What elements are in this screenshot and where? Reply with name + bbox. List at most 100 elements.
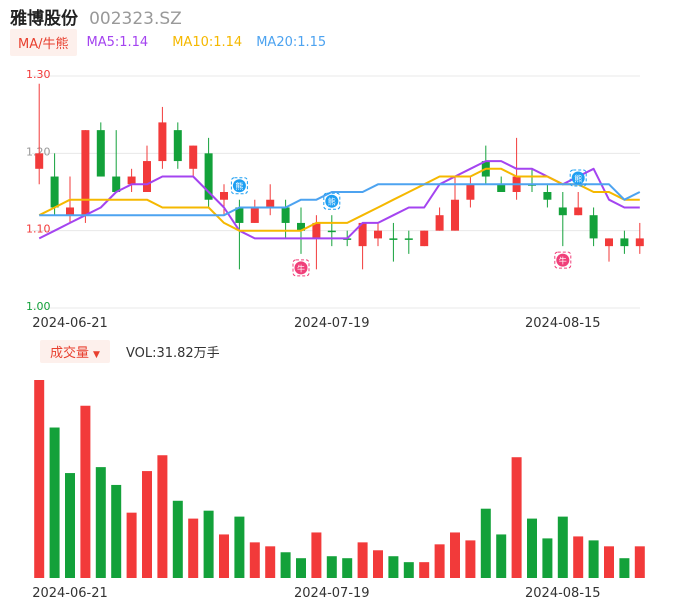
bull-signal-frame [292,259,310,277]
candle-body [620,238,629,247]
volume-bar [619,558,630,578]
y-tick-label: 1.30 [26,68,51,81]
volume-bar [465,540,476,578]
volume-bar [234,516,245,578]
candle-body [189,145,198,169]
volume-bar [80,405,91,578]
volume-bar [265,546,276,578]
x-tick-label: 2024-08-15 [525,316,601,331]
candle-body [358,222,367,247]
candle-body [235,207,244,223]
volume-bar [496,534,507,578]
volume-bar [450,532,460,578]
volume-legend: 成交量 ▼ VOL:31.82万手 [40,339,220,363]
volume-x-tick-label: 2024-08-15 [525,586,601,601]
candle-body [435,215,444,231]
volume-bar [511,457,522,578]
candle-body [112,176,121,192]
candle-body [420,230,429,247]
volume-bar [219,534,229,578]
ma-toggle-button[interactable]: MA/牛熊 [10,28,77,56]
candle-body [281,207,290,223]
volume-x-tick-label: 2024-06-21 [32,586,108,601]
x-tick-label: 2024-07-19 [294,316,370,331]
bear-signal-frame [323,192,341,210]
ma-line-ma10 [38,167,640,232]
candle-body [220,192,228,200]
volume-bar [142,471,152,578]
candle-body [374,230,382,239]
bear-signal-frame [230,177,248,195]
volume-bar [280,552,291,578]
volume-bar [34,380,45,578]
candle-body [250,207,259,223]
volume-bar [249,542,260,578]
volume-bar [342,558,353,578]
ma5-label: MA5:1.14 [86,34,149,50]
candle-body [204,153,213,200]
signal-label: 熊 [235,181,243,191]
caret-down-icon: ▼ [93,349,100,360]
candle-body [96,130,105,177]
volume-bar [419,562,430,578]
candle-body [158,122,167,162]
volume-toggle-button[interactable]: 成交量 ▼ [40,339,110,363]
candle-body [574,207,583,216]
signal-label: 熊 [328,197,336,207]
candle-body [35,153,44,169]
candle-body [143,161,151,192]
candle-body [404,238,413,240]
volume-bar [326,556,337,578]
volume-bar [157,455,168,578]
bear-signal-frame [569,169,587,187]
candle-body [389,238,398,240]
candle-body [327,230,336,233]
volume-bar [311,532,322,578]
volume-bar [203,510,214,578]
y-tick-label: 1.10 [26,223,51,236]
volume-bar [573,536,584,578]
candle-body [635,238,644,247]
candle-body [605,238,613,247]
y-tick-label: 1.20 [26,145,51,158]
ma-line-ma5 [38,160,640,240]
volume-bar [403,562,414,578]
signal-label: 熊 [574,174,582,184]
ma-legend: MA/牛熊 MA5:1.14 MA10:1.14 MA20:1.15 [10,28,327,56]
y-tick-label: 1.00 [26,300,51,313]
candle-body [66,207,74,216]
bull-signal-frame [554,251,572,269]
candle-body [173,130,182,162]
ma-line-ma20 [39,183,641,217]
candle-body [50,176,59,208]
stock-header: 雅博股份 002323.SZ [10,4,182,29]
volume-x-tick-label: 2024-07-19 [294,586,370,601]
volume-bar [357,542,368,578]
volume-bar [542,538,553,578]
signal-label: 牛 [297,263,305,273]
candle-body [558,207,567,216]
stock-code: 002323.SZ [89,9,182,29]
volume-bar [188,518,199,578]
volume-bar [65,473,75,578]
candle-body [543,192,552,200]
ma20-label: MA20:1.15 [256,34,327,50]
volume-bar [604,546,614,578]
candle-body [497,184,506,192]
x-tick-label: 2024-06-21 [32,316,108,331]
volume-bar [434,544,445,578]
volume-bar [172,500,183,578]
volume-bar [388,556,399,578]
volume-bar [527,518,537,578]
bear-signal-icon [232,179,246,193]
volume-bar [634,546,645,578]
stock-name: 雅博股份 [10,9,78,29]
candle-body [266,199,275,208]
bull-signal-icon [556,253,570,267]
bear-signal-icon [571,171,585,185]
candle-body [81,130,90,216]
candle-body [127,176,136,185]
signal-label: 牛 [559,256,567,266]
volume-bar [296,558,306,578]
